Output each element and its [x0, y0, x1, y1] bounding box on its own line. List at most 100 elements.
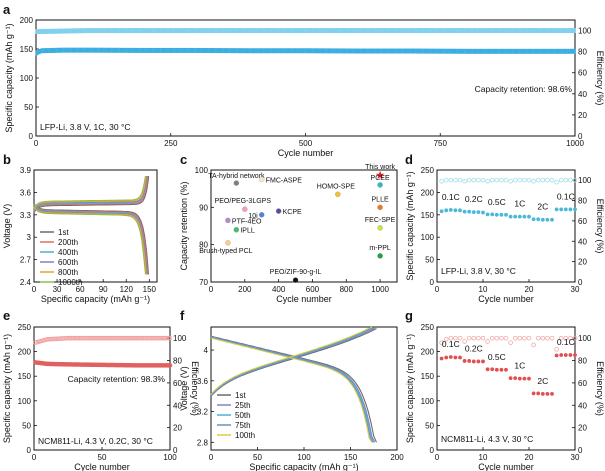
- data-point: [245, 48, 248, 54]
- capacity-point: [550, 217, 554, 222]
- data-point: [283, 48, 285, 54]
- data-point: [203, 28, 206, 34]
- data-point: [532, 28, 534, 34]
- data-point: [101, 47, 104, 53]
- efficiency-point: [499, 177, 504, 183]
- data-point: [365, 48, 368, 54]
- capacity-point: [563, 207, 568, 212]
- data-point: [257, 48, 259, 54]
- capacity-point: [499, 212, 504, 217]
- x-tick-label-f: 200: [390, 453, 404, 462]
- data-point: [325, 28, 327, 34]
- data-point: [527, 48, 530, 54]
- y2-tick-label-e: 100: [173, 334, 187, 343]
- efficiency-point: [485, 178, 490, 184]
- data-point: [368, 48, 371, 54]
- data-point: [69, 28, 72, 34]
- data-point: [56, 47, 59, 53]
- data-point: [231, 48, 234, 54]
- y-tick-label-e: 50: [22, 421, 31, 430]
- data-point: [181, 47, 183, 53]
- data-point: [268, 48, 271, 54]
- data-point: [462, 28, 465, 34]
- y2-axis-title-d: Efficiency (%): [595, 199, 605, 254]
- data-point: [475, 28, 478, 34]
- data-point: [124, 47, 127, 53]
- data-point: [338, 48, 340, 54]
- capacity-point: [568, 353, 573, 357]
- data-point: [286, 48, 289, 54]
- data-point: [232, 48, 235, 54]
- data-point: [357, 48, 360, 54]
- data-point: [328, 28, 331, 34]
- data-point: [135, 28, 138, 34]
- data-point: [359, 28, 361, 34]
- rate-label: 2C: [537, 376, 548, 386]
- data-point: [426, 28, 429, 34]
- data-point: [323, 28, 326, 34]
- data-point: [507, 48, 510, 54]
- data-point: [305, 28, 308, 34]
- efficiency-point: [466, 335, 472, 341]
- data-point: [313, 48, 316, 54]
- plot-frame-a: [35, 19, 576, 137]
- data-point: [198, 47, 201, 53]
- capacity-point: [517, 376, 522, 381]
- data-point: [247, 48, 250, 54]
- data-point: [189, 28, 192, 34]
- data-point: [150, 28, 153, 34]
- data-point: [444, 48, 447, 54]
- data-point: [171, 47, 174, 53]
- data-point: [452, 28, 455, 34]
- annotation-conditions-a: LFP-Li, 3.8 V, 1C, 30 °C: [40, 122, 131, 132]
- data-point: [122, 47, 125, 53]
- data-point: [43, 48, 46, 54]
- data-point: [249, 48, 251, 54]
- data-point: [490, 48, 492, 54]
- data-point: [258, 28, 261, 34]
- data-point: [69, 47, 72, 53]
- capacity-point: [490, 212, 495, 217]
- annotation-conditions-e: NCM811-Li, 4.3 V, 0.2C, 30 °C: [38, 436, 153, 446]
- point-label: PLLE: [372, 196, 389, 203]
- data-point: [512, 48, 515, 54]
- x-tick-label-c: 400: [272, 285, 286, 294]
- data-point: [278, 28, 280, 34]
- data-point: [299, 28, 302, 34]
- efficiency-point: [480, 335, 486, 341]
- data-point: [354, 48, 356, 54]
- data-point: [187, 28, 190, 34]
- y-axis-title-b: Voltage (V): [2, 204, 12, 249]
- data-point: [262, 28, 264, 34]
- data-point: [457, 28, 460, 34]
- x-tick-label-d: 30: [571, 285, 580, 294]
- marker-point: [233, 226, 240, 233]
- annotation-conditions-g: NCM811-Li, 4.3 V, 30 °C: [441, 434, 533, 444]
- data-point: [53, 28, 56, 34]
- data-point: [331, 48, 334, 54]
- efficiency-point: [554, 179, 559, 185]
- data-point: [386, 28, 389, 34]
- data-point: [488, 48, 491, 54]
- data-point: [352, 28, 355, 34]
- data-point: [252, 48, 255, 54]
- data-point: [66, 47, 69, 53]
- data-point: [572, 28, 575, 34]
- capacity-point: [563, 353, 568, 357]
- data-point: [394, 48, 397, 54]
- data-point: [480, 28, 483, 34]
- data-point: [553, 28, 555, 34]
- data-point: [527, 28, 530, 34]
- y2-tick-label-g: 0: [578, 446, 583, 455]
- data-point: [174, 28, 177, 34]
- data-point: [72, 28, 75, 34]
- data-point: [397, 48, 400, 54]
- data-point: [472, 28, 475, 34]
- data-point: [561, 48, 563, 54]
- data-point: [551, 48, 554, 54]
- data-point: [121, 47, 124, 53]
- capacity-point: [499, 367, 504, 372]
- data-point: [176, 28, 179, 34]
- capacity-point: [476, 210, 481, 215]
- data-point: [184, 28, 187, 34]
